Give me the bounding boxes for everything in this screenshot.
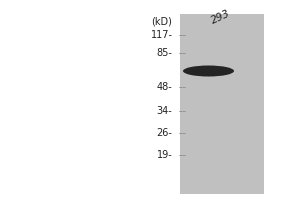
Text: 34-: 34- — [157, 106, 172, 116]
Text: 293: 293 — [209, 8, 232, 25]
Text: 85-: 85- — [157, 48, 172, 58]
Text: (kD): (kD) — [152, 16, 172, 26]
Ellipse shape — [183, 66, 234, 76]
Text: 19-: 19- — [157, 150, 172, 160]
Text: 48-: 48- — [157, 82, 172, 92]
Text: 26-: 26- — [157, 128, 172, 138]
Text: 117-: 117- — [151, 30, 172, 40]
Bar — [180, 14, 264, 194]
